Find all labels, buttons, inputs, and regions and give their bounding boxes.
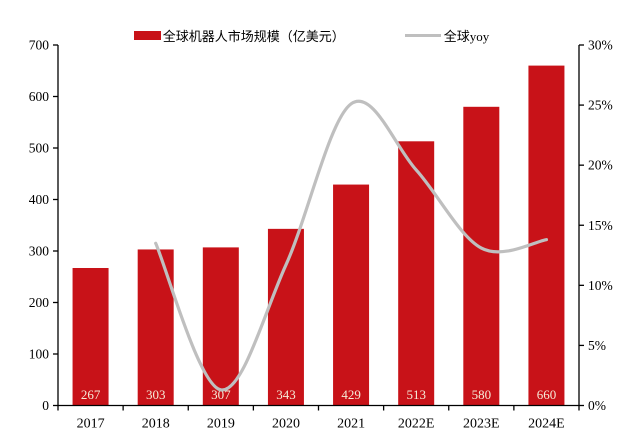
left-axis-tick-label: 0: [42, 398, 49, 413]
legend-item-yoy: 全球yoy: [404, 26, 490, 45]
left-axis-tick-label: 400: [29, 192, 50, 207]
bar-2018: [137, 249, 174, 406]
legend-item-market-size: 全球机器人市场规模（亿美元）: [133, 26, 345, 45]
bar-2020: [267, 228, 304, 406]
left-axis-tick-label: 200: [29, 295, 50, 310]
bar-2022E: [398, 141, 435, 406]
chart-legend: 全球机器人市场规模（亿美元） 全球yoy: [0, 26, 623, 45]
right-axis-tick-label: 15%: [588, 218, 613, 233]
bar-2017: [72, 267, 109, 406]
x-axis-label-2019: 2019: [207, 417, 235, 432]
right-axis-tick-label: 30%: [588, 38, 613, 53]
x-axis-label-2017: 2017: [77, 417, 105, 432]
bar-2023E: [463, 106, 500, 406]
x-axis-label-2023E: 2023E: [463, 417, 500, 432]
bar-value-label-2017: 267: [81, 387, 101, 402]
bar-value-label-2021: 429: [341, 387, 361, 402]
x-axis-label-2024E: 2024E: [528, 417, 565, 432]
line-series-swatch-icon: [404, 34, 441, 37]
bar-2021: [333, 184, 370, 406]
right-axis-tick-label: 25%: [588, 98, 613, 113]
x-axis-label-2022E: 2022E: [398, 417, 435, 432]
bar-value-label-2024E: 660: [537, 387, 557, 402]
bar-2024E: [528, 65, 565, 406]
x-axis-label-2021: 2021: [337, 417, 365, 432]
legend-label-yoy: 全球yoy: [443, 29, 490, 44]
x-axis-label-2020: 2020: [272, 417, 300, 432]
x-axis-label-2018: 2018: [142, 417, 170, 432]
left-axis-tick-label: 100: [29, 347, 50, 362]
bar-series-swatch-icon: [133, 31, 161, 40]
right-axis-tick-label: 0%: [588, 398, 606, 413]
legend-label-market-size: 全球机器人市场规模（亿美元）: [162, 29, 345, 44]
right-axis-tick-label: 10%: [588, 278, 613, 293]
left-axis-tick-label: 600: [29, 89, 50, 104]
left-axis-tick-label: 700: [29, 38, 50, 53]
bar-value-label-2018: 303: [146, 387, 166, 402]
yoy-line: [154, 99, 549, 392]
bar-value-label-2022E: 513: [406, 387, 426, 402]
right-axis-tick-label: 5%: [588, 338, 606, 353]
right-axis-tick-label: 20%: [588, 158, 613, 173]
bar-value-label-2023E: 580: [472, 387, 492, 402]
bar-value-label-2020: 343: [276, 387, 296, 402]
left-axis-tick-label: 500: [29, 141, 50, 156]
left-axis-tick-label: 300: [29, 244, 50, 259]
